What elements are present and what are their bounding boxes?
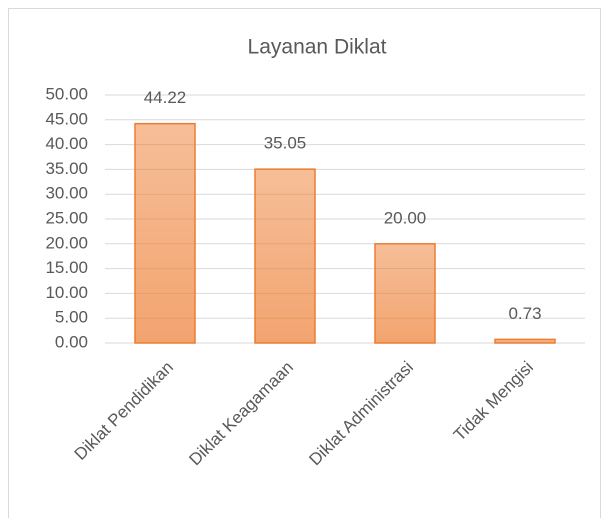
bar [134,122,196,344]
data-label: 35.05 [264,134,307,153]
bar [494,338,556,344]
data-label: 0.73 [508,304,541,323]
y-tick-label: 15.00 [45,258,88,277]
y-tick-label: 10.00 [45,283,88,302]
y-tick-label: 5.00 [55,308,88,327]
bar [254,168,316,344]
chart-title: Layanan Diklat [248,36,387,59]
data-label: 20.00 [384,208,427,227]
y-tick-label: 35.00 [45,159,88,178]
y-tick-label: 0.00 [55,332,88,351]
y-tick-label: 50.00 [45,84,88,103]
y-tick-label: 45.00 [45,109,88,128]
y-tick-label: 20.00 [45,233,88,252]
bar [374,243,436,344]
y-tick-label: 30.00 [45,184,88,203]
y-tick-label: 25.00 [45,208,88,227]
y-tick-label: 40.00 [45,134,88,153]
data-label: 44.22 [144,88,187,107]
